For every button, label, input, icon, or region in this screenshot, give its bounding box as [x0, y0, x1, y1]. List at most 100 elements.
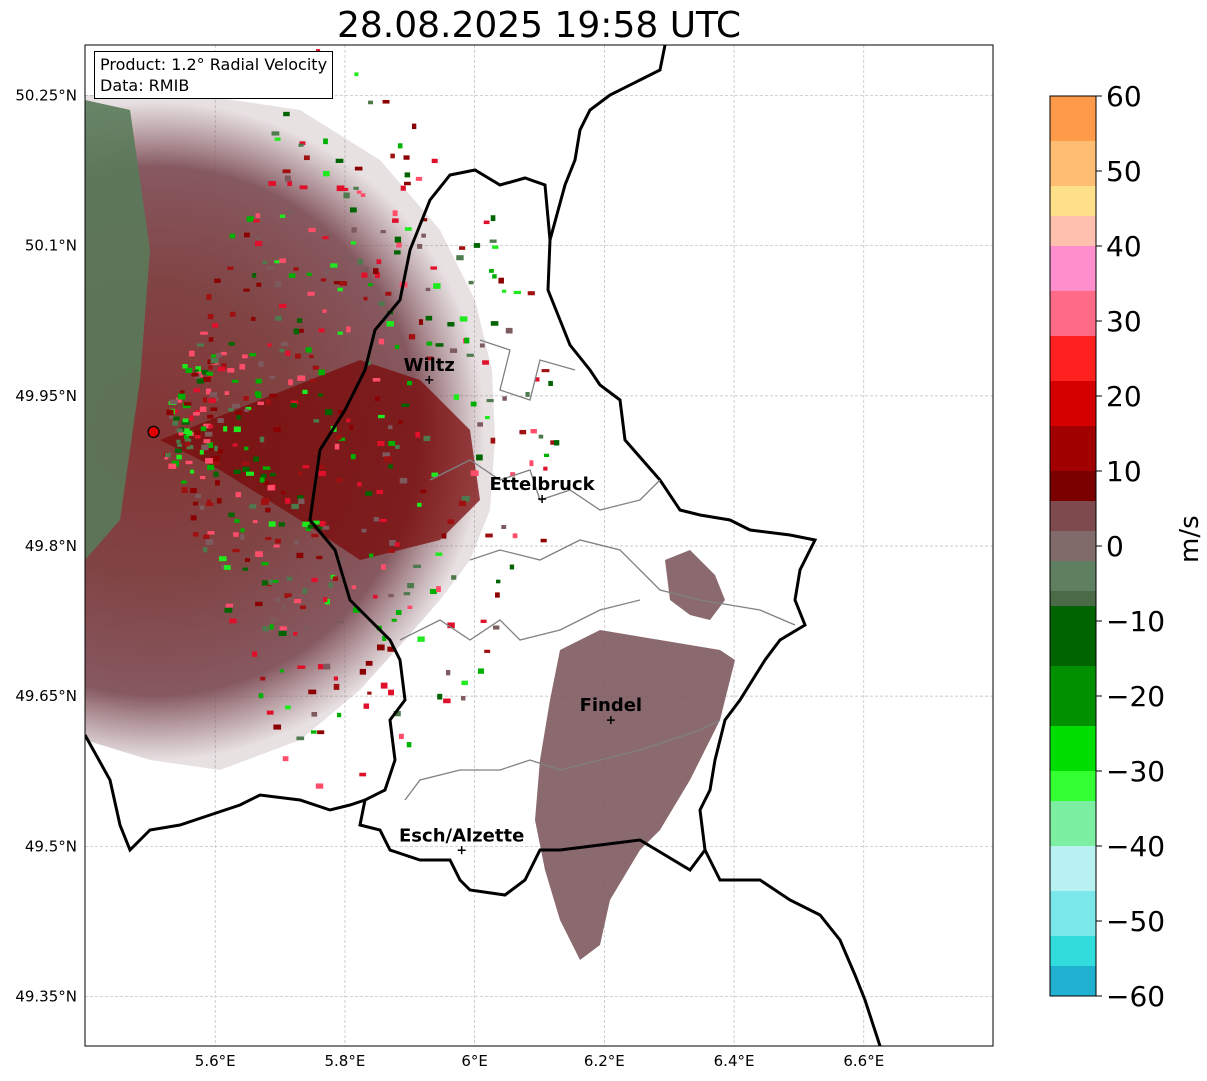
echo-speck [388, 425, 393, 430]
echo-speck [257, 401, 264, 406]
echo-speck [336, 712, 342, 718]
france-border [703, 849, 882, 1046]
echo-speck [206, 371, 212, 376]
echo-speck [168, 463, 177, 469]
echo-speck [268, 181, 276, 186]
echo-speck [479, 343, 485, 348]
echo-speck [290, 403, 298, 408]
echo-speck [199, 505, 205, 510]
echo-speck [324, 599, 331, 605]
echo-speck [207, 499, 212, 506]
echo-speck [177, 443, 183, 447]
echo-speck [394, 236, 402, 243]
echo-speck [433, 283, 441, 289]
echo-speck [288, 273, 296, 278]
echo-speck [169, 399, 178, 405]
echo-speck [273, 724, 282, 730]
echo-speck [214, 278, 221, 283]
echo-speck [317, 664, 324, 670]
echo-speck [361, 528, 367, 533]
city-label: Wiltz [404, 355, 455, 376]
echo-speck [287, 597, 293, 601]
colorbar-segment [1050, 336, 1096, 382]
colorbar-tick-label: −20 [1106, 680, 1165, 713]
echo-speck [202, 397, 208, 403]
echo-speck [359, 668, 367, 675]
echo-speck [492, 245, 499, 249]
echo-speck [224, 607, 233, 613]
echo-speck [194, 430, 200, 435]
echo-speck [374, 396, 380, 402]
echo-speck [385, 291, 392, 296]
echo-speck [435, 343, 444, 347]
echo-speck [318, 471, 327, 477]
echo-speck [200, 475, 206, 480]
echo-speck [501, 524, 507, 529]
product-info-box: Product: 1.2° Radial Velocity Data: RMIB [94, 51, 334, 99]
echo-speck [374, 272, 380, 279]
echo-speck [407, 380, 413, 386]
echo-speck [311, 577, 318, 583]
echo-speck [259, 477, 265, 483]
echo-speck [278, 522, 285, 527]
colorbar-segment [1050, 471, 1096, 502]
echo-speck [333, 683, 340, 690]
echo-speck [425, 287, 431, 292]
echo-speck [282, 756, 289, 762]
echo-speck [208, 398, 217, 403]
echo-speck [255, 378, 262, 384]
echo-speck [380, 230, 386, 234]
axis-labels: 5.6°E 5.8°E 6°E 6.2°E 6.4°E 6.6°E 50.25°N 50.1°… [15, 87, 884, 1070]
echo-speck [441, 533, 447, 539]
echo-speck [195, 494, 202, 499]
echo-speck [215, 352, 222, 358]
echo-speck [273, 544, 280, 548]
echo-speck [183, 434, 190, 440]
canton-boundaries [399, 339, 796, 801]
echo-speck [548, 380, 553, 387]
echo-speck [243, 288, 250, 292]
echo-speck [530, 428, 537, 434]
echo-speck [275, 316, 282, 321]
echo-speck [346, 418, 351, 423]
city-marker-icon [425, 375, 434, 384]
echo-speck [540, 538, 547, 543]
echo-speck [354, 166, 363, 171]
echo-speck [513, 290, 521, 295]
echo-speck [206, 294, 212, 300]
colorbar-tick-label: −30 [1106, 755, 1165, 788]
echo-speck [193, 412, 200, 416]
echo-speck [269, 375, 276, 379]
echo-speck [205, 502, 214, 507]
echo-speck [297, 328, 304, 333]
echo-speck [210, 357, 219, 364]
echo-speck [492, 625, 500, 630]
echo-speck [466, 353, 474, 357]
echo-speck [317, 526, 323, 530]
echo-speck [176, 428, 183, 433]
echo-speck [284, 593, 292, 598]
echo-speck [372, 594, 378, 599]
lon-tick-label: 6.4°E [714, 1052, 755, 1070]
echo-speck [285, 705, 291, 710]
colorbar-segment [1050, 531, 1096, 562]
echo-speck [395, 609, 402, 616]
echo-speck [407, 605, 413, 610]
echo-speck [270, 472, 276, 477]
echo-speck [496, 579, 501, 584]
echo-speck [350, 454, 356, 460]
colorbar-tick-label: 40 [1106, 230, 1142, 263]
echo-speck [268, 521, 276, 527]
echo-speck [529, 460, 534, 467]
echo-speck [541, 369, 550, 373]
echo-speck [349, 207, 357, 213]
echo-speck [318, 328, 325, 333]
echo-speck [203, 547, 208, 553]
echo-speck [176, 439, 181, 444]
echo-speck [312, 365, 319, 370]
echo-speck [221, 363, 227, 369]
echo-speck [252, 273, 257, 278]
echo-speck [299, 141, 306, 146]
echo-speck [297, 665, 306, 669]
echo-speck [322, 597, 328, 603]
